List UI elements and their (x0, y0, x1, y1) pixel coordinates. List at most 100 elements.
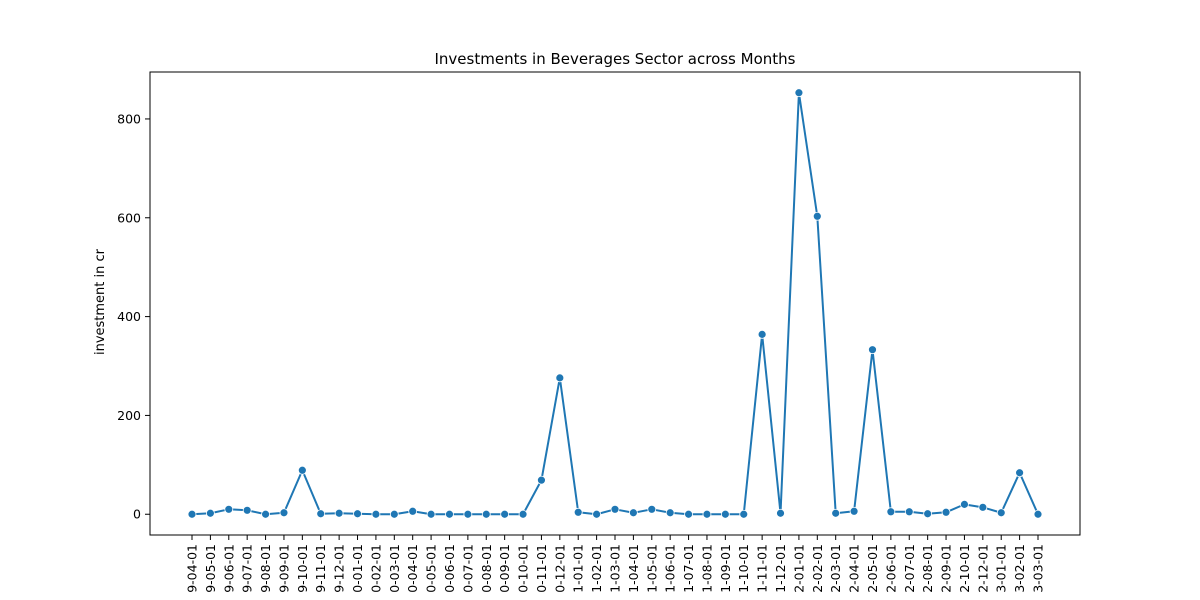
y-tick-label: 0 (133, 507, 141, 522)
x-tick-label: 2-07-01 (902, 544, 917, 593)
data-point (261, 509, 270, 519)
x-tick-label: 9-09-01 (276, 544, 291, 593)
data-point (886, 507, 896, 517)
x-tick-label: 2-06-01 (883, 544, 898, 593)
y-tick-label: 800 (117, 111, 141, 126)
x-tick-label: 0-02-01 (368, 544, 383, 593)
x-tick-label: 0-01-01 (350, 544, 365, 593)
x-tick-label: 2-04-01 (847, 544, 862, 593)
x-tick-label: 1-01-01 (571, 544, 586, 593)
x-tick-label: 1-02-01 (589, 544, 604, 593)
data-point (537, 475, 546, 485)
data-point (242, 505, 252, 515)
data-point (702, 509, 712, 519)
data-point (371, 509, 381, 519)
data-point (463, 509, 473, 519)
x-tick-label: 1-06-01 (663, 544, 678, 593)
x-tick-label: 2-03-01 (828, 544, 843, 593)
y-tick-label: 200 (117, 408, 141, 423)
data-point (334, 508, 344, 518)
data-point (426, 509, 436, 519)
data-point (187, 509, 197, 519)
data-point (205, 508, 215, 518)
data-point (868, 345, 877, 355)
data-point (445, 509, 454, 519)
x-tick-label: 9-11-01 (313, 544, 328, 593)
x-tick-label: 2-08-01 (920, 544, 935, 593)
data-point (647, 504, 657, 514)
x-tick-label: 9-08-01 (258, 544, 273, 593)
x-tick-label: 9-06-01 (221, 544, 236, 593)
x-tick-label: 1-10-01 (736, 544, 751, 593)
data-point (776, 508, 785, 518)
data-point (353, 509, 362, 519)
x-tick-label: 1-05-01 (644, 544, 659, 593)
data-point (812, 211, 822, 221)
x-tick-label: 0-07-01 (460, 544, 475, 593)
x-tick-label: 2-01-01 (791, 544, 806, 593)
data-point (941, 507, 951, 517)
data-point (316, 509, 326, 519)
x-tick-label: 0-06-01 (442, 544, 457, 593)
data-point (831, 508, 841, 518)
x-tick-label: 0-12-01 (552, 544, 567, 593)
x-tick-label: 0-03-01 (387, 544, 402, 593)
y-axis-label: investment in cr (93, 248, 108, 355)
x-tick-label: 9-10-01 (295, 544, 310, 593)
data-point (500, 509, 510, 519)
x-tick-label: 9-12-01 (332, 544, 347, 593)
plot-area-frame (149, 71, 1081, 536)
x-tick-label: 2-10-01 (957, 544, 972, 593)
data-point (978, 502, 988, 512)
x-tick-label: 0-10-01 (516, 544, 531, 593)
data-point (389, 509, 399, 519)
data-point (1015, 468, 1025, 478)
x-tick-label: 1-12-01 (773, 544, 788, 593)
data-point (720, 509, 730, 519)
data-point (610, 504, 620, 514)
data-point (481, 509, 491, 519)
data-point (628, 508, 638, 518)
data-point (684, 509, 693, 519)
data-point (224, 504, 234, 514)
data-point (555, 373, 565, 383)
data-point (408, 506, 418, 516)
x-tick-label: 3-02-01 (1012, 544, 1027, 593)
y-tick-label: 400 (117, 309, 141, 324)
x-tick-label: 3-01-01 (994, 544, 1009, 593)
data-point (665, 508, 675, 518)
data-point (923, 509, 933, 519)
chart-title: Investments in Beverages Sector across M… (435, 50, 796, 68)
x-tick-label: 0-05-01 (424, 544, 439, 593)
series-investment (187, 88, 1043, 519)
data-point (1033, 509, 1043, 519)
x-tick-label: 1-11-01 (755, 544, 770, 593)
data-point (592, 509, 602, 519)
data-point (960, 499, 969, 509)
x-tick-label: 9-05-01 (203, 544, 218, 593)
x-tick-label: 3-03-01 (1031, 544, 1046, 593)
data-point (794, 88, 804, 98)
y-tick-label: 600 (117, 210, 141, 225)
x-tick-label: 1-09-01 (718, 544, 733, 593)
x-tick-label: 0-08-01 (479, 544, 494, 593)
data-point (849, 506, 859, 516)
data-point (904, 507, 914, 517)
x-axis: 9-04-01 9-05-01 9-06-01 9-07-01 9-08-01 9-09-… (185, 535, 1046, 593)
data-point (757, 329, 767, 339)
x-tick-label: 9-04-01 (185, 544, 200, 593)
x-tick-label: 0-09-01 (497, 544, 512, 593)
x-tick-label: 2-12-01 (975, 544, 990, 593)
x-tick-label: 1-04-01 (626, 544, 641, 593)
data-point (739, 509, 749, 519)
x-tick-label: 2-02-01 (810, 544, 825, 593)
x-tick-label: 0-11-01 (534, 544, 549, 593)
data-point (279, 508, 289, 518)
series-line (191, 91, 1039, 516)
x-tick-label: 9-07-01 (240, 544, 255, 593)
data-point (996, 508, 1006, 518)
x-tick-label: 2-05-01 (865, 544, 880, 593)
data-point (573, 507, 583, 517)
data-point (297, 465, 307, 475)
